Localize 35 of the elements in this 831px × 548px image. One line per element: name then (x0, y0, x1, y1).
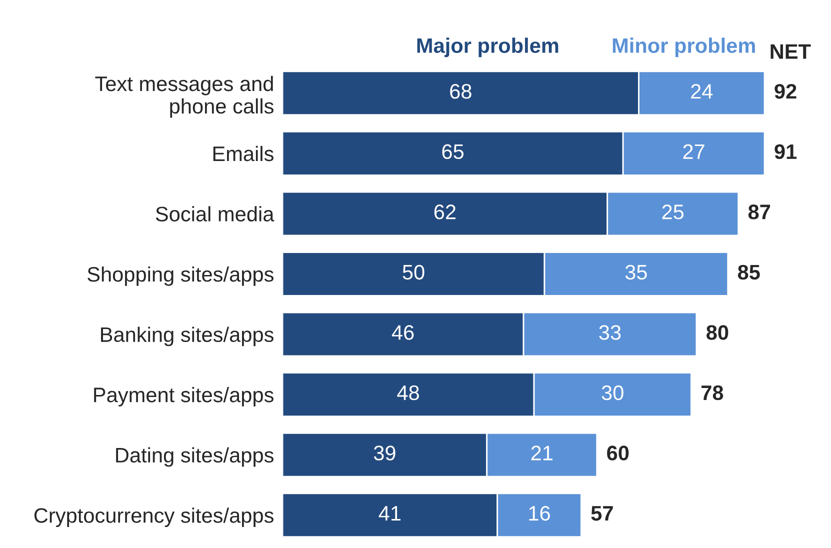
text: NET (770, 44, 811, 59)
series-label: Minor problem (612, 38, 755, 58)
data-label: 39 (374, 446, 396, 460)
total-label: 80 (706, 325, 728, 340)
total-label: 85 (738, 264, 760, 280)
data-label: 25 (662, 204, 684, 220)
total-label: 78 (702, 385, 724, 400)
data-label: 27 (683, 144, 704, 159)
y-tick-label: Payment sites/apps (94, 387, 274, 406)
data-label: 48 (397, 385, 419, 400)
y-tick-label: Social media (156, 206, 274, 222)
data-label: 35 (625, 264, 647, 280)
y-tick-label: Dating sites/apps (116, 447, 274, 467)
y-tick-label: Banking sites/apps (101, 326, 274, 346)
data-label: 41 (378, 506, 401, 521)
data-label: 46 (392, 325, 414, 340)
y-tick-label: Text messages and phone calls (95, 76, 274, 118)
total-label: 57 (591, 506, 613, 521)
data-label: 24 (691, 84, 713, 99)
y-tick-label: Cryptocurrency sites/apps (34, 508, 274, 527)
y-tick-label: Emails (213, 146, 274, 162)
total-label: 91 (774, 144, 797, 160)
series-label: Major problem (417, 38, 558, 58)
data-label: 21 (531, 446, 552, 460)
data-label: 65 (442, 144, 464, 160)
y-tick-label: Shopping sites/apps (88, 266, 274, 286)
data-label: 30 (602, 385, 624, 400)
total-label: 92 (774, 84, 796, 99)
data-label: 33 (599, 325, 621, 340)
total-label: 60 (607, 446, 629, 460)
data-label: 16 (529, 506, 550, 521)
data-label: 50 (402, 264, 424, 280)
data-label: 62 (434, 204, 456, 220)
data-label: 68 (450, 84, 472, 99)
total-label: 87 (748, 204, 770, 220)
